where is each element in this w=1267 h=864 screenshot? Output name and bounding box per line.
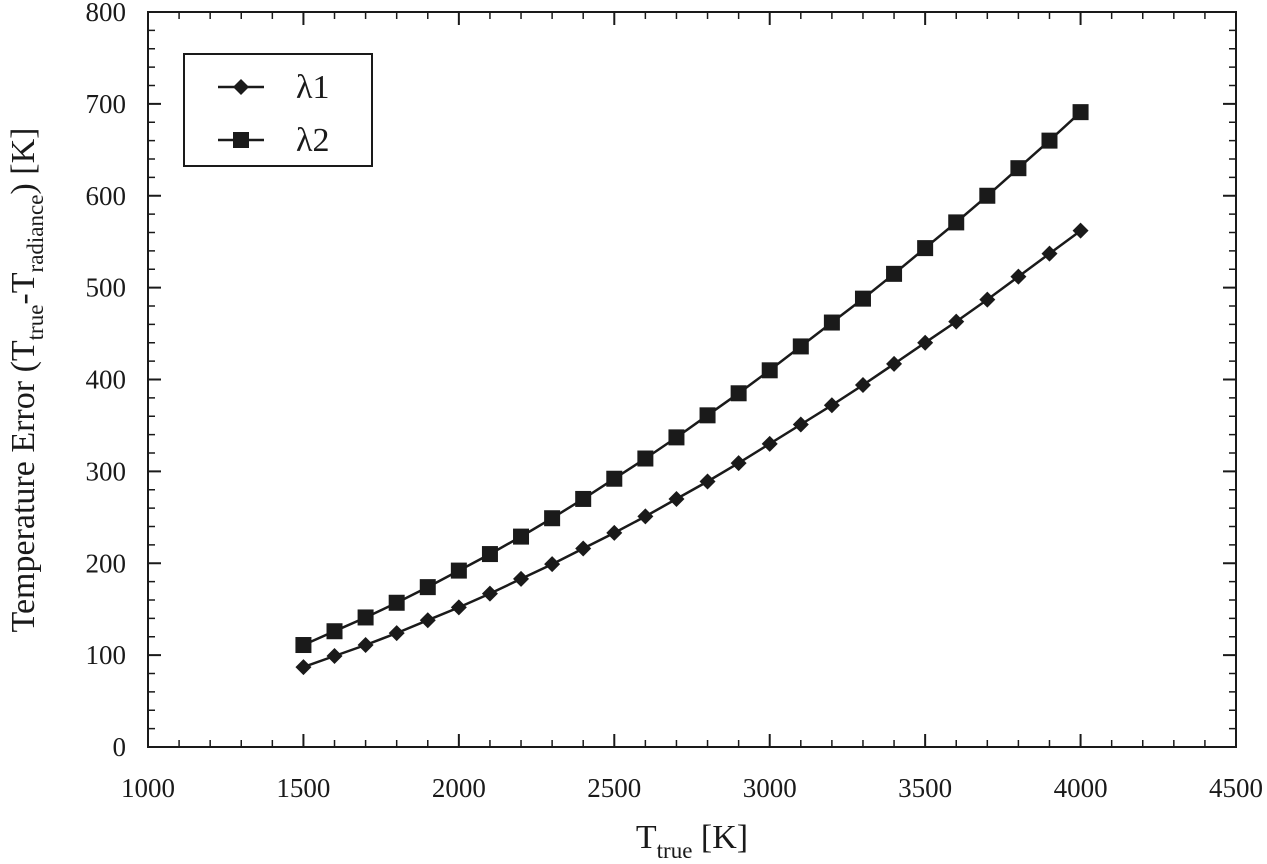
- y-tick-label: 100: [86, 640, 127, 670]
- x-axis-title: Ttrue [K]: [636, 819, 748, 863]
- x-tick-label: 3000: [743, 773, 797, 803]
- data-point-square: [886, 265, 903, 282]
- data-point-square: [575, 490, 592, 507]
- data-point-square: [481, 546, 498, 563]
- data-point-square: [761, 362, 778, 379]
- data-point-diamond: [917, 334, 934, 351]
- data-point-square: [699, 407, 716, 424]
- data-point-square: [450, 562, 467, 579]
- y-axis-title: Temperature Error (Ttrue-Tradiance) [K]: [5, 128, 48, 633]
- data-point-square: [513, 528, 530, 545]
- data-point-square: [606, 470, 623, 487]
- data-point-square: [730, 385, 747, 402]
- legend-label-lambda1: λ1: [296, 69, 330, 106]
- minor-ticks: [148, 12, 1236, 747]
- data-point-diamond: [606, 524, 623, 541]
- series-layer: [295, 104, 1089, 676]
- data-point-diamond: [1041, 245, 1058, 262]
- data-point-square: [1072, 104, 1089, 121]
- x-axis-title-main: T: [636, 819, 657, 856]
- data-point-diamond: [326, 648, 343, 665]
- y-tick-label: 500: [86, 273, 127, 303]
- data-point-square: [388, 594, 405, 611]
- data-point-diamond: [575, 540, 592, 557]
- y-axis-title-sub2: radiance: [23, 195, 48, 273]
- data-point-diamond: [854, 377, 871, 394]
- legend: λ1 λ2: [183, 53, 373, 167]
- x-tick-labels: 1000 1500 2000 2500 3000 3500 4000 4500: [121, 773, 1263, 803]
- y-tick-label: 800: [86, 0, 127, 27]
- data-point-diamond: [948, 313, 965, 330]
- data-point-diamond: [1072, 222, 1089, 239]
- major-ticks: [147, 11, 1237, 748]
- x-axis-title-unit: [K]: [692, 819, 748, 856]
- x-tick-label: 2000: [432, 773, 486, 803]
- data-point-diamond: [1010, 268, 1027, 285]
- data-point-square: [979, 187, 996, 204]
- data-point-diamond: [295, 659, 312, 676]
- series-line-1: [302, 229, 1082, 669]
- y-axis-title-mid: -T: [5, 272, 42, 304]
- data-point-diamond: [823, 397, 840, 414]
- y-tick-label: 700: [86, 89, 127, 119]
- x-tick-label: 3500: [898, 773, 952, 803]
- data-point-diamond: [979, 291, 996, 308]
- data-point-diamond: [450, 599, 467, 616]
- data-point-square: [1041, 132, 1058, 149]
- data-point-diamond: [886, 355, 903, 372]
- data-point-square: [854, 290, 871, 307]
- x-axis-title-sub: true: [657, 838, 693, 863]
- data-point-square: [419, 579, 436, 596]
- legend-marker-diamond: [233, 79, 249, 95]
- x-tick-label: 1500: [276, 773, 330, 803]
- y-axis-title-sub1: true: [23, 305, 48, 341]
- data-point-diamond: [761, 435, 778, 452]
- legend-label-lambda2: λ2: [296, 122, 330, 159]
- data-point-diamond: [792, 416, 809, 433]
- y-axis-title-suffix: ) [K]: [5, 128, 42, 195]
- data-point-square: [295, 637, 312, 654]
- data-point-square: [948, 214, 965, 231]
- data-point-square: [823, 314, 840, 331]
- data-point-diamond: [699, 473, 716, 490]
- x-tick-label: 4000: [1054, 773, 1108, 803]
- y-tick-label: 200: [86, 548, 127, 578]
- y-tick-label: 400: [86, 365, 127, 395]
- series-line-2: [302, 111, 1082, 647]
- y-tick-label: 0: [113, 732, 127, 762]
- data-point-diamond: [513, 570, 530, 587]
- x-tick-label: 2500: [587, 773, 641, 803]
- data-point-diamond: [637, 508, 654, 525]
- data-point-diamond: [357, 637, 374, 654]
- data-point-square: [1010, 160, 1027, 177]
- data-point-diamond: [388, 625, 405, 642]
- data-point-diamond: [544, 556, 561, 573]
- y-tick-label: 600: [86, 181, 127, 211]
- x-tick-label: 1000: [121, 773, 175, 803]
- data-point-square: [668, 429, 685, 446]
- legend-marker-square: [233, 132, 249, 148]
- data-point-square: [326, 623, 343, 640]
- y-axis-title-prefix: Temperature Error (T: [5, 340, 42, 632]
- data-point-square: [637, 450, 654, 467]
- data-point-diamond: [730, 455, 747, 472]
- x-tick-label: 4500: [1209, 773, 1263, 803]
- data-point-diamond: [481, 585, 498, 602]
- data-point-diamond: [419, 612, 436, 629]
- data-point-square: [917, 240, 934, 257]
- data-point-diamond: [668, 490, 685, 507]
- legend-box: [183, 53, 373, 167]
- data-point-square: [792, 338, 809, 355]
- data-point-square: [357, 609, 374, 626]
- data-point-square: [544, 510, 561, 527]
- y-tick-label: 300: [86, 456, 127, 486]
- y-tick-labels: 0 100 200 300 400 500 600 700 800: [86, 0, 127, 762]
